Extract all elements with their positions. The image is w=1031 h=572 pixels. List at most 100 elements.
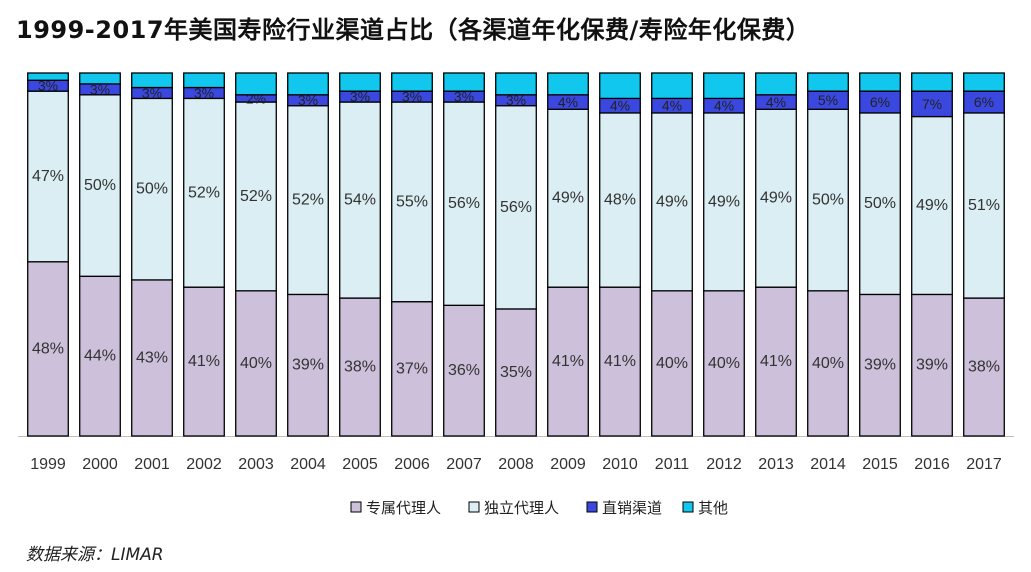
bar-segment bbox=[755, 286, 797, 437]
data-label: 38% bbox=[968, 359, 1000, 376]
bar-segment bbox=[807, 72, 849, 92]
legend-swatch bbox=[586, 501, 598, 513]
data-label: 3% bbox=[298, 92, 318, 108]
source-note: 数据来源：LIMAR bbox=[26, 545, 164, 565]
bar-segment bbox=[495, 308, 537, 437]
legend-label: 其他 bbox=[698, 499, 728, 517]
bar-segment bbox=[755, 72, 797, 96]
data-label: 4% bbox=[662, 98, 682, 114]
bar-segment bbox=[963, 72, 1005, 92]
data-label: 41% bbox=[604, 353, 636, 370]
data-label: 4% bbox=[766, 94, 786, 110]
legend-item: 直销渠道 bbox=[586, 499, 662, 517]
data-label: 49% bbox=[916, 197, 948, 214]
bar-segment bbox=[443, 72, 485, 92]
data-label: 56% bbox=[448, 195, 480, 212]
data-label: 40% bbox=[656, 355, 688, 372]
data-label: 3% bbox=[402, 89, 422, 105]
bar-segment bbox=[911, 90, 953, 118]
bar-segment bbox=[235, 290, 277, 437]
data-label: 48% bbox=[604, 192, 636, 209]
bar-segment bbox=[443, 304, 485, 437]
data-label: 39% bbox=[864, 357, 896, 374]
bar-segment bbox=[287, 105, 329, 296]
bar-segment bbox=[495, 72, 537, 96]
legend-item: 独立代理人 bbox=[468, 499, 559, 517]
x-tick-label: 2003 bbox=[238, 456, 274, 473]
x-tick-label: 2012 bbox=[706, 456, 742, 473]
data-label: 41% bbox=[552, 353, 584, 370]
bar-segment bbox=[703, 290, 745, 437]
legend-swatch bbox=[350, 501, 362, 513]
legend-label: 直销渠道 bbox=[602, 499, 662, 517]
data-label: 52% bbox=[292, 192, 324, 209]
bar-segment bbox=[131, 72, 173, 89]
data-label: 50% bbox=[136, 181, 168, 198]
bar-segment bbox=[755, 108, 797, 288]
bar-segment bbox=[27, 72, 69, 81]
data-label: 52% bbox=[240, 188, 272, 205]
data-label: 41% bbox=[760, 353, 792, 370]
x-tick-label: 2013 bbox=[758, 456, 794, 473]
data-label: 3% bbox=[350, 89, 370, 105]
data-label: 39% bbox=[916, 357, 948, 374]
legend-swatch bbox=[682, 501, 694, 513]
bar-segment bbox=[599, 286, 641, 437]
x-tick-label: 2009 bbox=[550, 456, 586, 473]
x-tick-label: 2006 bbox=[394, 456, 430, 473]
x-tick-label: 1999 bbox=[30, 456, 66, 473]
bar-segment bbox=[911, 115, 953, 296]
x-tick-label: 2014 bbox=[810, 456, 846, 473]
bar-segment bbox=[79, 72, 121, 85]
data-label: 50% bbox=[84, 177, 116, 194]
bar-segment bbox=[651, 112, 693, 292]
data-label: 50% bbox=[812, 192, 844, 209]
data-label: 51% bbox=[968, 197, 1000, 214]
data-label: 3% bbox=[194, 85, 214, 101]
bar-segment bbox=[859, 72, 901, 92]
data-label: 55% bbox=[396, 193, 428, 210]
x-tick-label: 2016 bbox=[914, 456, 950, 473]
x-tick-label: 2005 bbox=[342, 456, 378, 473]
bar-segment bbox=[287, 293, 329, 437]
bar-segment bbox=[235, 72, 277, 96]
legend-label: 独立代理人 bbox=[484, 499, 559, 517]
data-label: 3% bbox=[454, 89, 474, 105]
bar-segment bbox=[27, 261, 69, 437]
bar-segment bbox=[495, 105, 537, 310]
data-label: 38% bbox=[344, 359, 376, 376]
legend: 专属代理人 独立代理人 直销渠道 其他 bbox=[350, 499, 728, 517]
data-label: 40% bbox=[812, 355, 844, 372]
bar-segment bbox=[547, 286, 589, 437]
data-label: 43% bbox=[136, 349, 168, 366]
bar-segment bbox=[911, 293, 953, 437]
bar-segment bbox=[131, 97, 173, 281]
bar-segment bbox=[339, 297, 381, 437]
bar-segment bbox=[391, 101, 433, 303]
bar-segment bbox=[339, 72, 381, 92]
data-label: 40% bbox=[708, 355, 740, 372]
bar-segment bbox=[807, 108, 849, 292]
bar-segment bbox=[547, 72, 589, 96]
data-label: 7% bbox=[922, 96, 942, 112]
x-tick-label: 2015 bbox=[862, 456, 898, 473]
x-tick-label: 2002 bbox=[186, 456, 222, 473]
bar-segment bbox=[703, 72, 745, 100]
x-tick-label: 2007 bbox=[446, 456, 482, 473]
legend-item: 其他 bbox=[682, 499, 728, 517]
data-label: 41% bbox=[188, 353, 220, 370]
legend-label: 专属代理人 bbox=[366, 499, 441, 517]
data-label: 5% bbox=[818, 92, 838, 108]
bar-segment bbox=[859, 293, 901, 437]
data-label: 3% bbox=[506, 92, 526, 108]
data-label: 56% bbox=[500, 199, 532, 216]
bar-segment bbox=[183, 72, 225, 89]
bar-segment bbox=[443, 101, 485, 306]
data-label: 6% bbox=[870, 94, 890, 110]
data-label: 50% bbox=[864, 195, 896, 212]
x-tick-label: 2008 bbox=[498, 456, 534, 473]
data-label: 49% bbox=[708, 193, 740, 210]
bar-segment bbox=[287, 72, 329, 96]
data-label: 35% bbox=[500, 364, 532, 381]
